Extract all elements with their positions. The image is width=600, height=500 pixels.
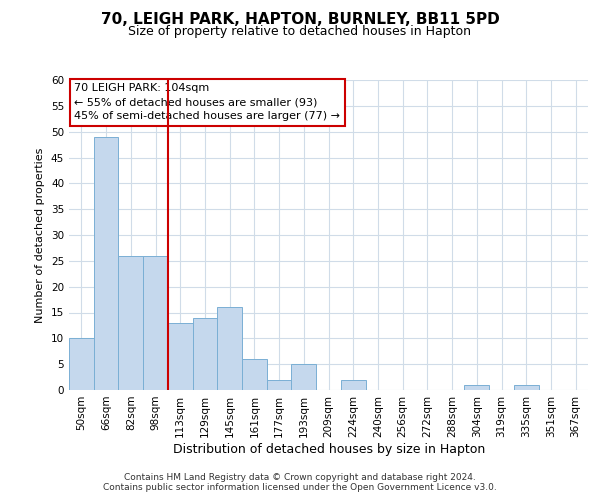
Text: 70 LEIGH PARK: 104sqm
← 55% of detached houses are smaller (93)
45% of semi-deta: 70 LEIGH PARK: 104sqm ← 55% of detached … (74, 83, 340, 121)
Bar (193, 318, 217, 390)
Text: Contains HM Land Registry data © Crown copyright and database right 2024.: Contains HM Land Registry data © Crown c… (124, 472, 476, 482)
Bar (118, 256, 143, 390)
Text: Contains public sector information licensed under the Open Government Licence v3: Contains public sector information licen… (103, 484, 497, 492)
Bar (242, 359, 267, 390)
Text: Size of property relative to detached houses in Hapton: Size of property relative to detached ho… (128, 25, 472, 38)
Bar (292, 364, 316, 390)
Text: Distribution of detached houses by size in Hapton: Distribution of detached houses by size … (173, 442, 485, 456)
Y-axis label: Number of detached properties: Number of detached properties (35, 148, 46, 322)
Bar (341, 380, 365, 390)
Bar (94, 137, 118, 390)
Bar (168, 323, 193, 390)
Bar (514, 385, 539, 390)
Text: 70, LEIGH PARK, HAPTON, BURNLEY, BB11 5PD: 70, LEIGH PARK, HAPTON, BURNLEY, BB11 5P… (101, 12, 499, 28)
Bar (69, 338, 94, 390)
Bar (267, 380, 292, 390)
Bar (143, 256, 168, 390)
Bar (217, 308, 242, 390)
Bar (464, 385, 489, 390)
